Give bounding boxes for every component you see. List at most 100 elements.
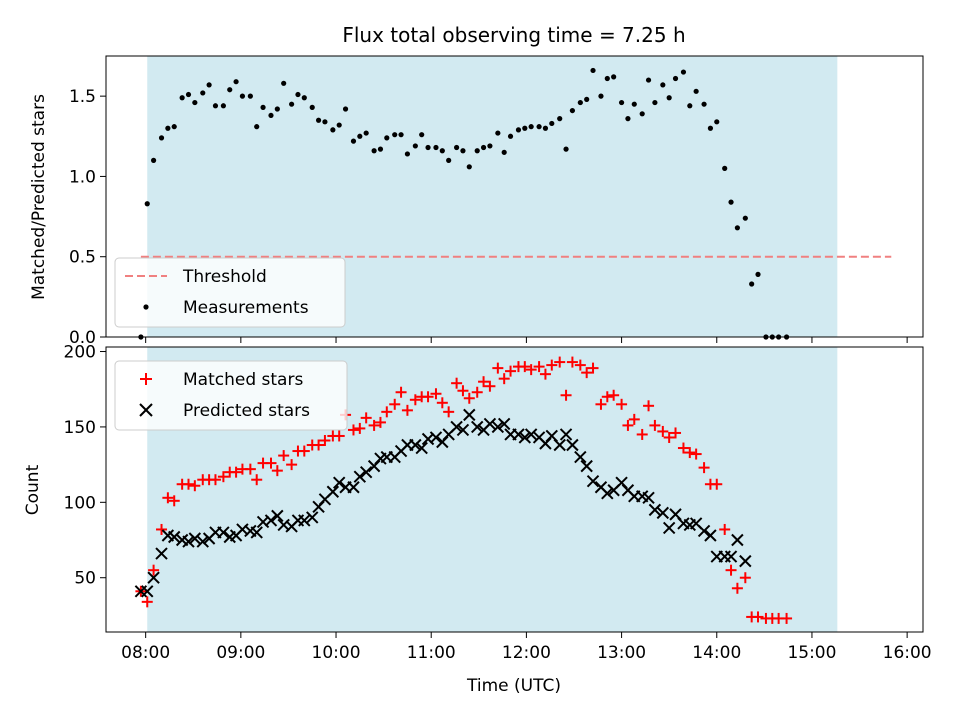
predicted-star-point — [182, 535, 195, 548]
matched-star-point — [711, 478, 723, 490]
legend-measurements-swatch — [143, 304, 149, 310]
y-tick-label: 1.0 — [69, 167, 96, 187]
measurement-point — [598, 93, 604, 99]
matched-star-point — [752, 611, 764, 623]
measurement-point — [487, 143, 493, 149]
x-tick-label: 11:00 — [407, 643, 456, 663]
bottom-y-axis: 50 100 150 200 — [64, 343, 106, 589]
measurement-point — [507, 133, 514, 139]
predicted-star-point — [704, 529, 717, 542]
predicted-star-point — [141, 585, 154, 598]
matched-star-point — [333, 430, 345, 442]
chart-title: Flux total observing time = 7.25 h — [342, 23, 685, 47]
matched-star-point — [286, 459, 298, 471]
predicted-star-point — [298, 514, 311, 527]
predicted-star-point — [359, 465, 373, 479]
legend-predicted-label: Predicted stars — [183, 401, 310, 421]
matched-star-point — [725, 564, 737, 576]
legend-matched-swatch — [140, 373, 152, 385]
measurement-point — [330, 127, 336, 133]
measurement-point — [371, 148, 377, 154]
matched-star-point — [478, 376, 490, 388]
legend-measurements-label: Measurements — [183, 298, 309, 318]
measurement-point — [466, 164, 472, 170]
matched-star-point — [409, 394, 421, 406]
predicted-star-point — [353, 470, 367, 483]
measurement-point — [144, 201, 150, 207]
matched-star-point — [566, 356, 578, 368]
matched-star-point — [471, 386, 483, 398]
matched-star-point — [244, 463, 256, 475]
predicted-star-point — [566, 438, 579, 452]
measurement-point — [220, 103, 226, 109]
measurement-point — [212, 103, 219, 109]
predicted-star-point — [155, 547, 168, 560]
predicted-star-point — [642, 491, 655, 505]
y-tick-label: 150 — [64, 418, 96, 438]
measurement-point — [604, 75, 610, 82]
matched-star-point — [731, 582, 743, 594]
matched-star-point — [278, 450, 290, 462]
predicted-star-point — [574, 450, 587, 464]
predicted-star-point — [518, 431, 532, 444]
predicted-star-point — [512, 428, 525, 441]
measurement-point — [693, 88, 699, 94]
measurement-point — [247, 93, 253, 99]
predicted-star-point — [463, 408, 476, 422]
measurement-point — [563, 146, 569, 152]
measurement-point — [392, 132, 398, 138]
matched-star-point — [670, 427, 682, 439]
matched-star-point — [698, 462, 710, 474]
bottom-legend-box — [114, 360, 348, 431]
measurement-point — [707, 125, 714, 131]
measurement-point — [728, 199, 734, 205]
matched-star-point — [313, 439, 325, 451]
predicted-star-point — [306, 511, 319, 524]
predicted-star-point — [147, 571, 160, 584]
measurement-point — [254, 124, 260, 130]
matched-star-point — [347, 424, 359, 436]
measurement-point — [165, 125, 171, 131]
predicted-star-point — [196, 535, 209, 548]
matched-star-point — [436, 397, 448, 409]
y-tick-label: 1.5 — [69, 87, 96, 107]
predicted-star-point — [450, 420, 463, 434]
measurement-point — [618, 99, 625, 106]
predicted-star-point — [456, 423, 470, 437]
matched-star-point — [719, 523, 731, 535]
legend-predicted-swatch — [139, 403, 153, 417]
y-tick-label: 0.0 — [69, 328, 96, 348]
y-tick-label: 50 — [74, 569, 96, 589]
measurement-point — [714, 119, 720, 125]
matched-star-point — [525, 364, 537, 376]
legend-matched-label: Matched stars — [183, 370, 303, 390]
measurement-point — [611, 74, 617, 80]
measurement-point — [171, 124, 177, 130]
matched-star-point — [484, 380, 496, 392]
matched-star-point — [360, 412, 372, 424]
measurement-point — [322, 119, 328, 125]
matched-star-point — [587, 362, 599, 374]
measurement-point — [425, 144, 431, 151]
matched-star-point — [319, 434, 331, 446]
x-tick-label: 12:00 — [502, 643, 551, 663]
matched-star-point — [209, 474, 221, 486]
predicted-star-point — [409, 438, 422, 452]
y-tick-label: 100 — [64, 493, 96, 513]
measurement-point — [433, 144, 439, 151]
x-tick-label: 15:00 — [787, 643, 836, 663]
matched-star-point — [389, 398, 401, 410]
measurement-point — [749, 281, 755, 287]
measurement-point — [301, 95, 307, 101]
measurement-point — [631, 101, 637, 107]
x-tick-label: 13:00 — [597, 643, 646, 663]
matched-star-point — [574, 359, 586, 371]
predicted-star-point — [415, 441, 428, 455]
top-plot-frame — [105, 55, 924, 338]
y-tick-label: 0.5 — [69, 248, 96, 268]
predicted-star-point — [188, 532, 202, 545]
measurement-point — [446, 157, 452, 163]
measurement-point — [460, 148, 466, 154]
measurement-point — [239, 93, 246, 99]
measurement-point — [755, 271, 761, 277]
